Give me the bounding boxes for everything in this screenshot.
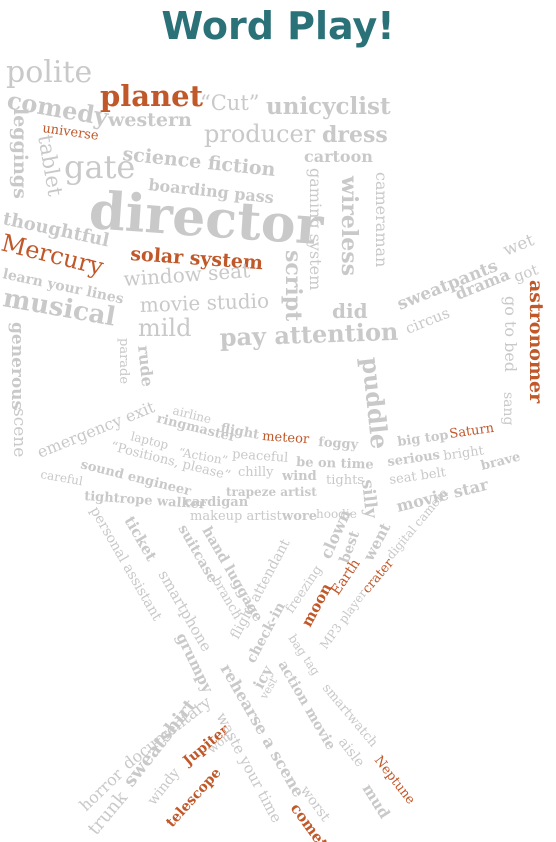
word-saturn: Saturn	[448, 421, 495, 442]
word-puddle: puddle	[356, 356, 394, 451]
word-foggy: foggy	[318, 435, 359, 453]
word-tablet: tablet	[33, 133, 67, 199]
word-western: western	[107, 109, 192, 131]
word-generous: generous	[7, 322, 27, 410]
word-pay-attention: pay attention	[219, 317, 399, 352]
word-crater: crater	[360, 555, 398, 596]
word-wore: wore	[281, 509, 317, 524]
word-mild: mild	[138, 314, 191, 342]
word-wireless: wireless	[336, 175, 362, 276]
word-brave: brave	[479, 450, 522, 474]
word-gate: gate	[64, 148, 135, 186]
word-makeup-artist: makeup artist	[190, 509, 282, 524]
word-director: director	[87, 180, 326, 257]
word-producer: producer	[204, 120, 316, 148]
word-wet: wet	[500, 230, 537, 260]
word-rude: rude	[134, 344, 157, 387]
word-script: script	[280, 250, 306, 322]
word-chilly: chilly	[238, 465, 274, 480]
word-parade: parade	[116, 338, 131, 384]
word-be-on-time: be on time	[296, 455, 374, 473]
word-trapeze-artist: trapeze artist	[226, 485, 317, 499]
word-cardigan: cardigan	[184, 495, 249, 510]
word-sang: sang	[500, 392, 516, 426]
word-hoodie: hoodie	[316, 507, 357, 521]
word-tights: tights	[326, 473, 364, 488]
word-movie-studio: movie studio	[139, 288, 269, 316]
word-big-top: big top	[396, 428, 449, 450]
word-leggings: leggings	[9, 108, 31, 199]
word-cut: “Cut”	[200, 91, 260, 115]
word-peaceful: peaceful	[232, 447, 289, 466]
word-unicyclist: unicyclist	[266, 93, 391, 120]
word-science-fiction: science fiction	[121, 143, 276, 181]
word-action-movie: action movie	[275, 658, 339, 753]
word-planet: planet	[100, 79, 204, 113]
word-polite: polite	[6, 55, 92, 90]
word-silly: silly	[357, 478, 381, 520]
word-gaming-system: gaming system	[306, 168, 325, 290]
word-scene: scene	[9, 408, 29, 457]
word-mud: mud	[359, 781, 394, 823]
word-bright: bright	[442, 443, 485, 464]
word-cartoon: cartoon	[304, 147, 373, 166]
word-sweatshirt: sweatshirt	[119, 695, 201, 791]
word-astronomer: astronomer	[525, 280, 547, 404]
word-did: did	[332, 299, 368, 323]
page-title: Word Play!	[161, 4, 395, 48]
word-serious: serious	[386, 448, 440, 470]
word-dress: dress	[322, 122, 388, 148]
word-wind: wind	[281, 469, 317, 484]
word-meteor: meteor	[262, 429, 311, 447]
word-cameraman: cameraman	[372, 172, 391, 267]
word-careful: careful	[39, 467, 84, 488]
word-flight: flight	[219, 421, 260, 443]
word-go-to-bed: go to bed	[501, 296, 520, 372]
